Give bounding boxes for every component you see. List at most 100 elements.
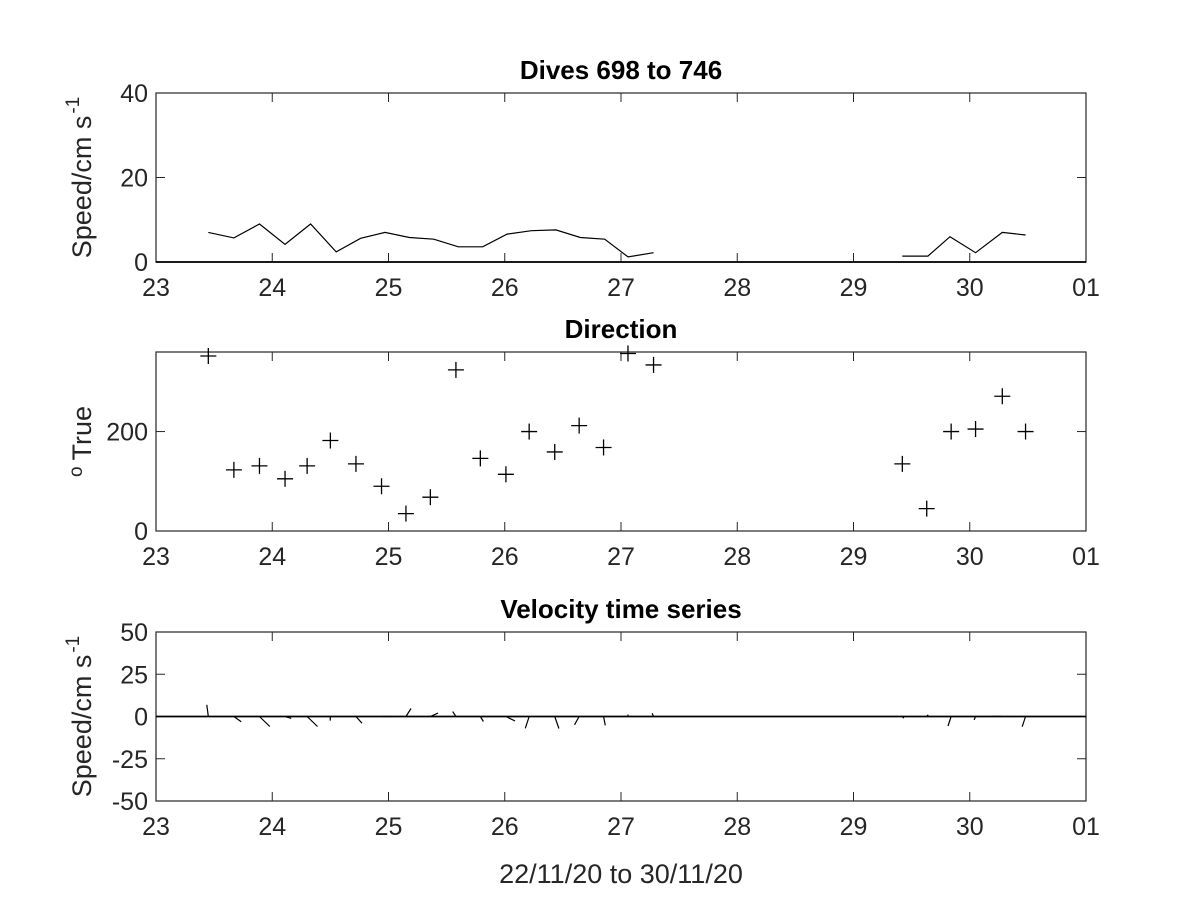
velocity-stick <box>306 716 318 727</box>
velocity-stick <box>479 716 484 722</box>
x-tick-label: 25 <box>375 813 403 841</box>
velocity-stick <box>602 716 606 726</box>
x-tick-label: 01 <box>1072 274 1100 302</box>
chart-title: Velocity time series <box>500 594 741 624</box>
x-tick-label: 27 <box>607 813 635 841</box>
velocity-stick <box>259 716 271 727</box>
y-axis-label: o True <box>66 406 97 477</box>
x-tick-label: 28 <box>723 543 751 571</box>
x-axis-label: 22/11/20 to 30/11/20 <box>499 859 743 889</box>
axes-box <box>155 351 1087 532</box>
y-axis-label-superscript: -1 <box>63 97 84 114</box>
direction-point <box>251 457 268 474</box>
direction-point <box>619 345 636 362</box>
direction-point <box>472 450 489 467</box>
velocity-stick <box>926 714 929 717</box>
velocity-stick <box>973 716 977 721</box>
y-axis-label-superscript: -1 <box>63 636 84 653</box>
x-tick-label: 29 <box>840 274 868 302</box>
direction-point <box>447 361 464 378</box>
y-tick-label: 0 <box>134 518 148 546</box>
x-tick-label: 25 <box>375 274 403 302</box>
x-tick-label: 27 <box>607 543 635 571</box>
direction-point <box>571 417 588 434</box>
direction-point <box>347 455 364 472</box>
direction-point <box>645 356 662 373</box>
y-tick-label: -25 <box>112 746 148 774</box>
y-axis-label: Speed/cm s -1 <box>63 97 97 258</box>
x-tick-label: 24 <box>258 813 286 841</box>
x-tick-label: 29 <box>840 543 868 571</box>
direction-point <box>521 423 538 440</box>
x-tick-label: 24 <box>258 543 286 571</box>
direction-point <box>397 505 414 522</box>
x-tick-label: 30 <box>956 543 984 571</box>
direction-point <box>918 500 935 517</box>
x-tick-label: 28 <box>723 274 751 302</box>
velocity-stick <box>554 716 560 729</box>
direction-point <box>943 423 960 440</box>
direction-point <box>277 470 294 487</box>
x-tick-label: 26 <box>491 274 519 302</box>
x-tick-label: 30 <box>956 813 984 841</box>
direction-point <box>422 489 439 506</box>
direction-point <box>894 455 911 472</box>
x-tick-label: 23 <box>142 543 170 571</box>
y-tick-label: 25 <box>120 661 148 689</box>
velocity-stick <box>901 716 905 719</box>
velocity-stick <box>524 716 530 729</box>
speed-series-line-2 <box>902 231 1026 257</box>
axes-box <box>155 92 1087 263</box>
y-axis-label-text: Speed/cm s <box>67 116 97 259</box>
chart-title: Dives 698 to 746 <box>520 55 722 85</box>
y-tick-label: 50 <box>120 619 148 647</box>
x-tick-label: 25 <box>375 543 403 571</box>
y-axis-label-text: True <box>67 406 97 461</box>
x-tick-label: 29 <box>840 813 868 841</box>
y-axis-label-text: Speed/cm s <box>67 655 97 798</box>
velocity-stick <box>206 704 209 717</box>
direction-chart: 23 24 25 26 27 28 29 30 01 0 200 Direction o True <box>66 314 1100 571</box>
direction-point <box>994 388 1011 405</box>
direction-point <box>1017 423 1034 440</box>
x-tick-label: 26 <box>491 543 519 571</box>
direction-point <box>497 466 514 483</box>
velocity-stick <box>355 716 363 724</box>
velocity-stick <box>505 715 516 722</box>
y-tick-label: 40 <box>120 80 148 108</box>
direction-point <box>322 432 339 449</box>
x-tick-label: 01 <box>1072 543 1100 571</box>
velocity-stick <box>284 715 292 719</box>
x-tick-label: 30 <box>956 274 984 302</box>
chart-title: Direction <box>565 314 678 344</box>
y-axis-label: Speed/cm s -1 <box>63 636 97 797</box>
velocity-stick <box>651 712 655 717</box>
x-tick-label: 27 <box>607 274 635 302</box>
velocity-chart: 23 24 25 26 27 28 29 30 01 -50 -25 0 25 50 Velocity ti… <box>63 594 1100 889</box>
velocity-stick <box>573 716 580 726</box>
x-tick-label: 24 <box>258 274 286 302</box>
x-tick-label: 26 <box>491 813 519 841</box>
y-tick-label: -50 <box>112 788 148 816</box>
velocity-stick <box>947 716 952 727</box>
x-tick-label: 23 <box>142 274 170 302</box>
x-tick-label: 23 <box>142 813 170 841</box>
velocity-stick <box>233 716 242 723</box>
velocity-stick <box>1021 716 1027 727</box>
direction-point <box>595 439 612 456</box>
y-tick-label: 0 <box>134 249 148 277</box>
direction-point <box>299 457 316 474</box>
y-tick-label: 0 <box>134 704 148 732</box>
x-tick-label: 01 <box>1072 813 1100 841</box>
direction-point <box>225 461 242 478</box>
x-tick-label: 28 <box>723 813 751 841</box>
velocity-stick <box>405 708 412 717</box>
speed-chart: 23 24 25 26 27 28 29 30 01 0 20 40 Dives 698 to 746 S… <box>63 55 1100 302</box>
y-tick-label: 20 <box>120 165 148 193</box>
speed-series-line-1 <box>208 223 654 258</box>
velocity-stick <box>452 711 457 717</box>
direction-point <box>546 443 563 460</box>
direction-point <box>967 421 984 438</box>
y-tick-label: 200 <box>106 419 148 447</box>
